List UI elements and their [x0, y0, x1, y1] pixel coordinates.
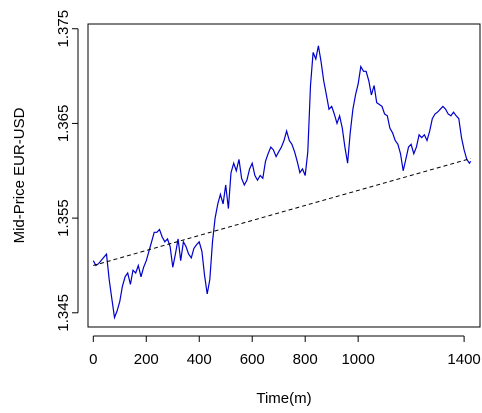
y-axis: 1.345 1.355 1.365 1.375	[55, 10, 79, 332]
x-tick-label: 600	[240, 351, 265, 368]
trend-line	[93, 158, 471, 266]
y-tick-label: 1.365	[55, 105, 72, 143]
x-axis: 0 200 400 600 800 1000 1400	[89, 335, 481, 368]
price-series-line	[92, 45, 472, 320]
plot-frame	[87, 23, 481, 328]
x-tick-label: 0	[89, 351, 97, 368]
y-tick-label: 1.355	[55, 199, 72, 237]
y-tick-label: 1.375	[55, 10, 72, 48]
x-tick-label: 800	[293, 351, 318, 368]
plot-area	[87, 23, 481, 328]
x-axis-title: Time(m)	[256, 390, 311, 407]
x-tick-label: 400	[187, 351, 212, 368]
y-axis-title: Mid-Price EUR-USD	[11, 107, 28, 243]
x-tick-label: 1400	[447, 351, 480, 368]
x-tick-label: 200	[134, 351, 159, 368]
x-tick-label: 1000	[341, 351, 374, 368]
y-tick-label: 1.345	[55, 294, 72, 332]
